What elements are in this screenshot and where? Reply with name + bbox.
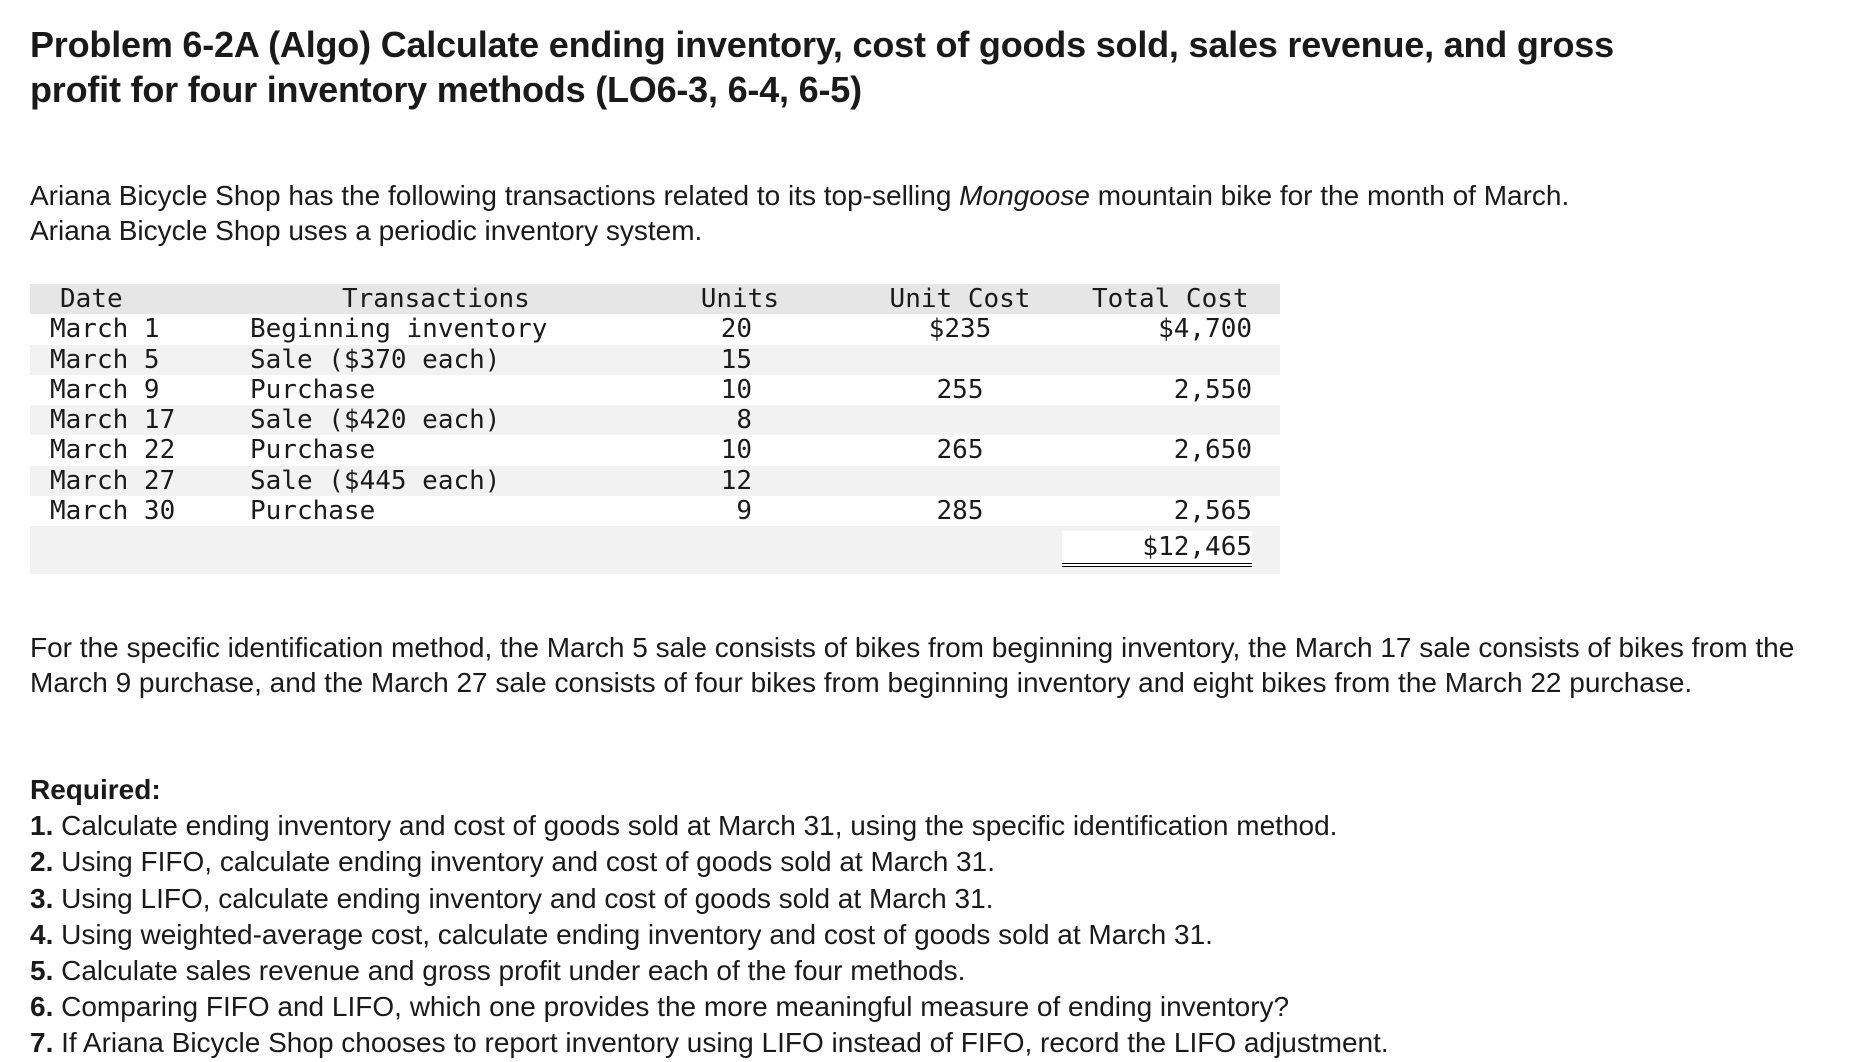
table-row: March 27 Sale ($445 each) 12 xyxy=(30,465,1280,497)
header-unit-cost: Unit Cost xyxy=(889,284,1031,314)
row-transaction: Sale ($445 each) xyxy=(250,465,501,496)
row-total-cost: 2,550 xyxy=(1173,374,1252,405)
row-unit-cost: $235 xyxy=(928,314,992,345)
row-total-cost: 2,565 xyxy=(1062,496,1252,529)
required-item-number: 1. xyxy=(30,810,54,842)
intro-line2: Ariana Bicycle Shop uses a periodic inve… xyxy=(30,215,703,246)
row-transaction: Sale ($370 each) xyxy=(250,344,501,375)
row-transaction: Sale ($420 each) xyxy=(250,405,501,436)
row-units: 10 xyxy=(720,374,752,405)
required-item: 3. Using LIFO, calculate ending inventor… xyxy=(30,881,1830,917)
row-unit-cost: 285 xyxy=(936,496,984,527)
row-unit-cost: 265 xyxy=(936,435,984,466)
row-total-cost: 2,650 xyxy=(1173,435,1252,466)
required-item: 1. Calculate ending inventory and cost o… xyxy=(30,808,1830,844)
header-total-cost: Total Cost xyxy=(1092,284,1249,314)
required-item-number: 2. xyxy=(30,846,54,878)
row-units: 9 xyxy=(736,496,752,527)
problem-page: Problem 6-2A (Algo) Calculate ending inv… xyxy=(30,22,1830,1058)
row-date: March 17 xyxy=(50,405,176,436)
required-item-text: Using FIFO, calculate ending inventory a… xyxy=(53,846,995,878)
required-item: 7. If Ariana Bicycle Shop chooses to rep… xyxy=(30,1025,1830,1061)
table-header-row: Date Transactions Units Unit Cost Total … xyxy=(30,284,1280,315)
row-units: 12 xyxy=(720,465,752,496)
header-date: Date xyxy=(60,284,123,314)
table-row: March 1 Beginning inventory 20 $235 $4,7… xyxy=(30,314,1280,344)
row-unit-cost: 255 xyxy=(936,374,984,405)
row-transaction: Purchase xyxy=(250,374,376,405)
required-item-number: 5. xyxy=(30,955,54,987)
required-label: Required: xyxy=(30,774,161,805)
required-item: 5. Calculate sales revenue and gross pro… xyxy=(30,953,1830,989)
intro-text-start: Ariana Bicycle Shop has the following tr… xyxy=(30,180,960,211)
required-item-number: 4. xyxy=(30,918,54,950)
required-item-number: 7. xyxy=(30,1027,54,1059)
row-units: 20 xyxy=(720,314,752,345)
row-transaction: Beginning inventory xyxy=(250,314,548,345)
required-item: 6. Comparing FIFO and LIFO, which one pr… xyxy=(30,989,1830,1025)
table-row: March 17 Sale ($420 each) 8 xyxy=(30,405,1280,436)
specific-identification-note: For the specific identification method, … xyxy=(30,632,1795,698)
problem-title-line1: Problem 6-2A (Algo) Calculate ending inv… xyxy=(30,24,1614,65)
row-units: 8 xyxy=(736,405,752,436)
required-item-text: Calculate sales revenue and gross profit… xyxy=(53,955,966,987)
required-item-text: Using LIFO, calculate ending inventory a… xyxy=(53,882,994,914)
table-row: March 30 Purchase 9 285 2,565 xyxy=(30,496,1280,529)
problem-title: Problem 6-2A (Algo) Calculate ending inv… xyxy=(30,22,1830,112)
required-item-text: If Ariana Bicycle Shop chooses to report… xyxy=(53,1027,1389,1059)
row-date: March 9 xyxy=(50,374,160,405)
required-item: 4. Using weighted-average cost, calculat… xyxy=(30,917,1830,953)
row-units: 10 xyxy=(720,435,752,466)
row-transaction: Purchase xyxy=(250,435,376,466)
table-row: March 9 Purchase 10 255 2,550 xyxy=(30,375,1280,405)
required-item: 2. Using FIFO, calculate ending inventor… xyxy=(30,844,1830,880)
row-date: March 27 xyxy=(50,465,176,496)
intro-paragraph: Ariana Bicycle Shop has the following tr… xyxy=(30,178,1830,248)
required-item-number: 3. xyxy=(30,882,54,914)
header-units: Units xyxy=(700,284,779,314)
problem-title-line2: profit for four inventory methods (LO6-3… xyxy=(30,69,862,110)
row-date: March 30 xyxy=(50,496,176,527)
required-section: Required: 1. Calculate ending inventory … xyxy=(30,772,1830,1062)
grand-total: $12,465 xyxy=(1062,531,1252,568)
intro-text-end: mountain bike for the month of March. xyxy=(1089,180,1570,211)
row-units: 15 xyxy=(720,344,752,375)
row-date: March 1 xyxy=(50,314,160,345)
table-row: March 5 Sale ($370 each) 15 xyxy=(30,344,1280,375)
row-date: March 22 xyxy=(50,435,176,466)
required-item-text: Calculate ending inventory and cost of g… xyxy=(53,810,1338,842)
row-date: March 5 xyxy=(50,344,160,375)
intro-product-name: Mongoose xyxy=(959,180,1090,211)
required-item-text: Using weighted-average cost, calculate e… xyxy=(53,918,1213,950)
transactions-table: Date Transactions Units Unit Cost Total … xyxy=(30,284,1280,575)
required-item-number: 6. xyxy=(30,991,54,1023)
header-transactions: Transactions xyxy=(342,284,530,314)
table-total-row: $12,465 xyxy=(30,526,1280,575)
table-row: March 22 Purchase 10 265 2,650 xyxy=(30,435,1280,465)
row-total-cost: $4,700 xyxy=(1158,314,1252,345)
required-item-text: Comparing FIFO and LIFO, which one provi… xyxy=(53,991,1290,1023)
row-transaction: Purchase xyxy=(250,496,376,527)
